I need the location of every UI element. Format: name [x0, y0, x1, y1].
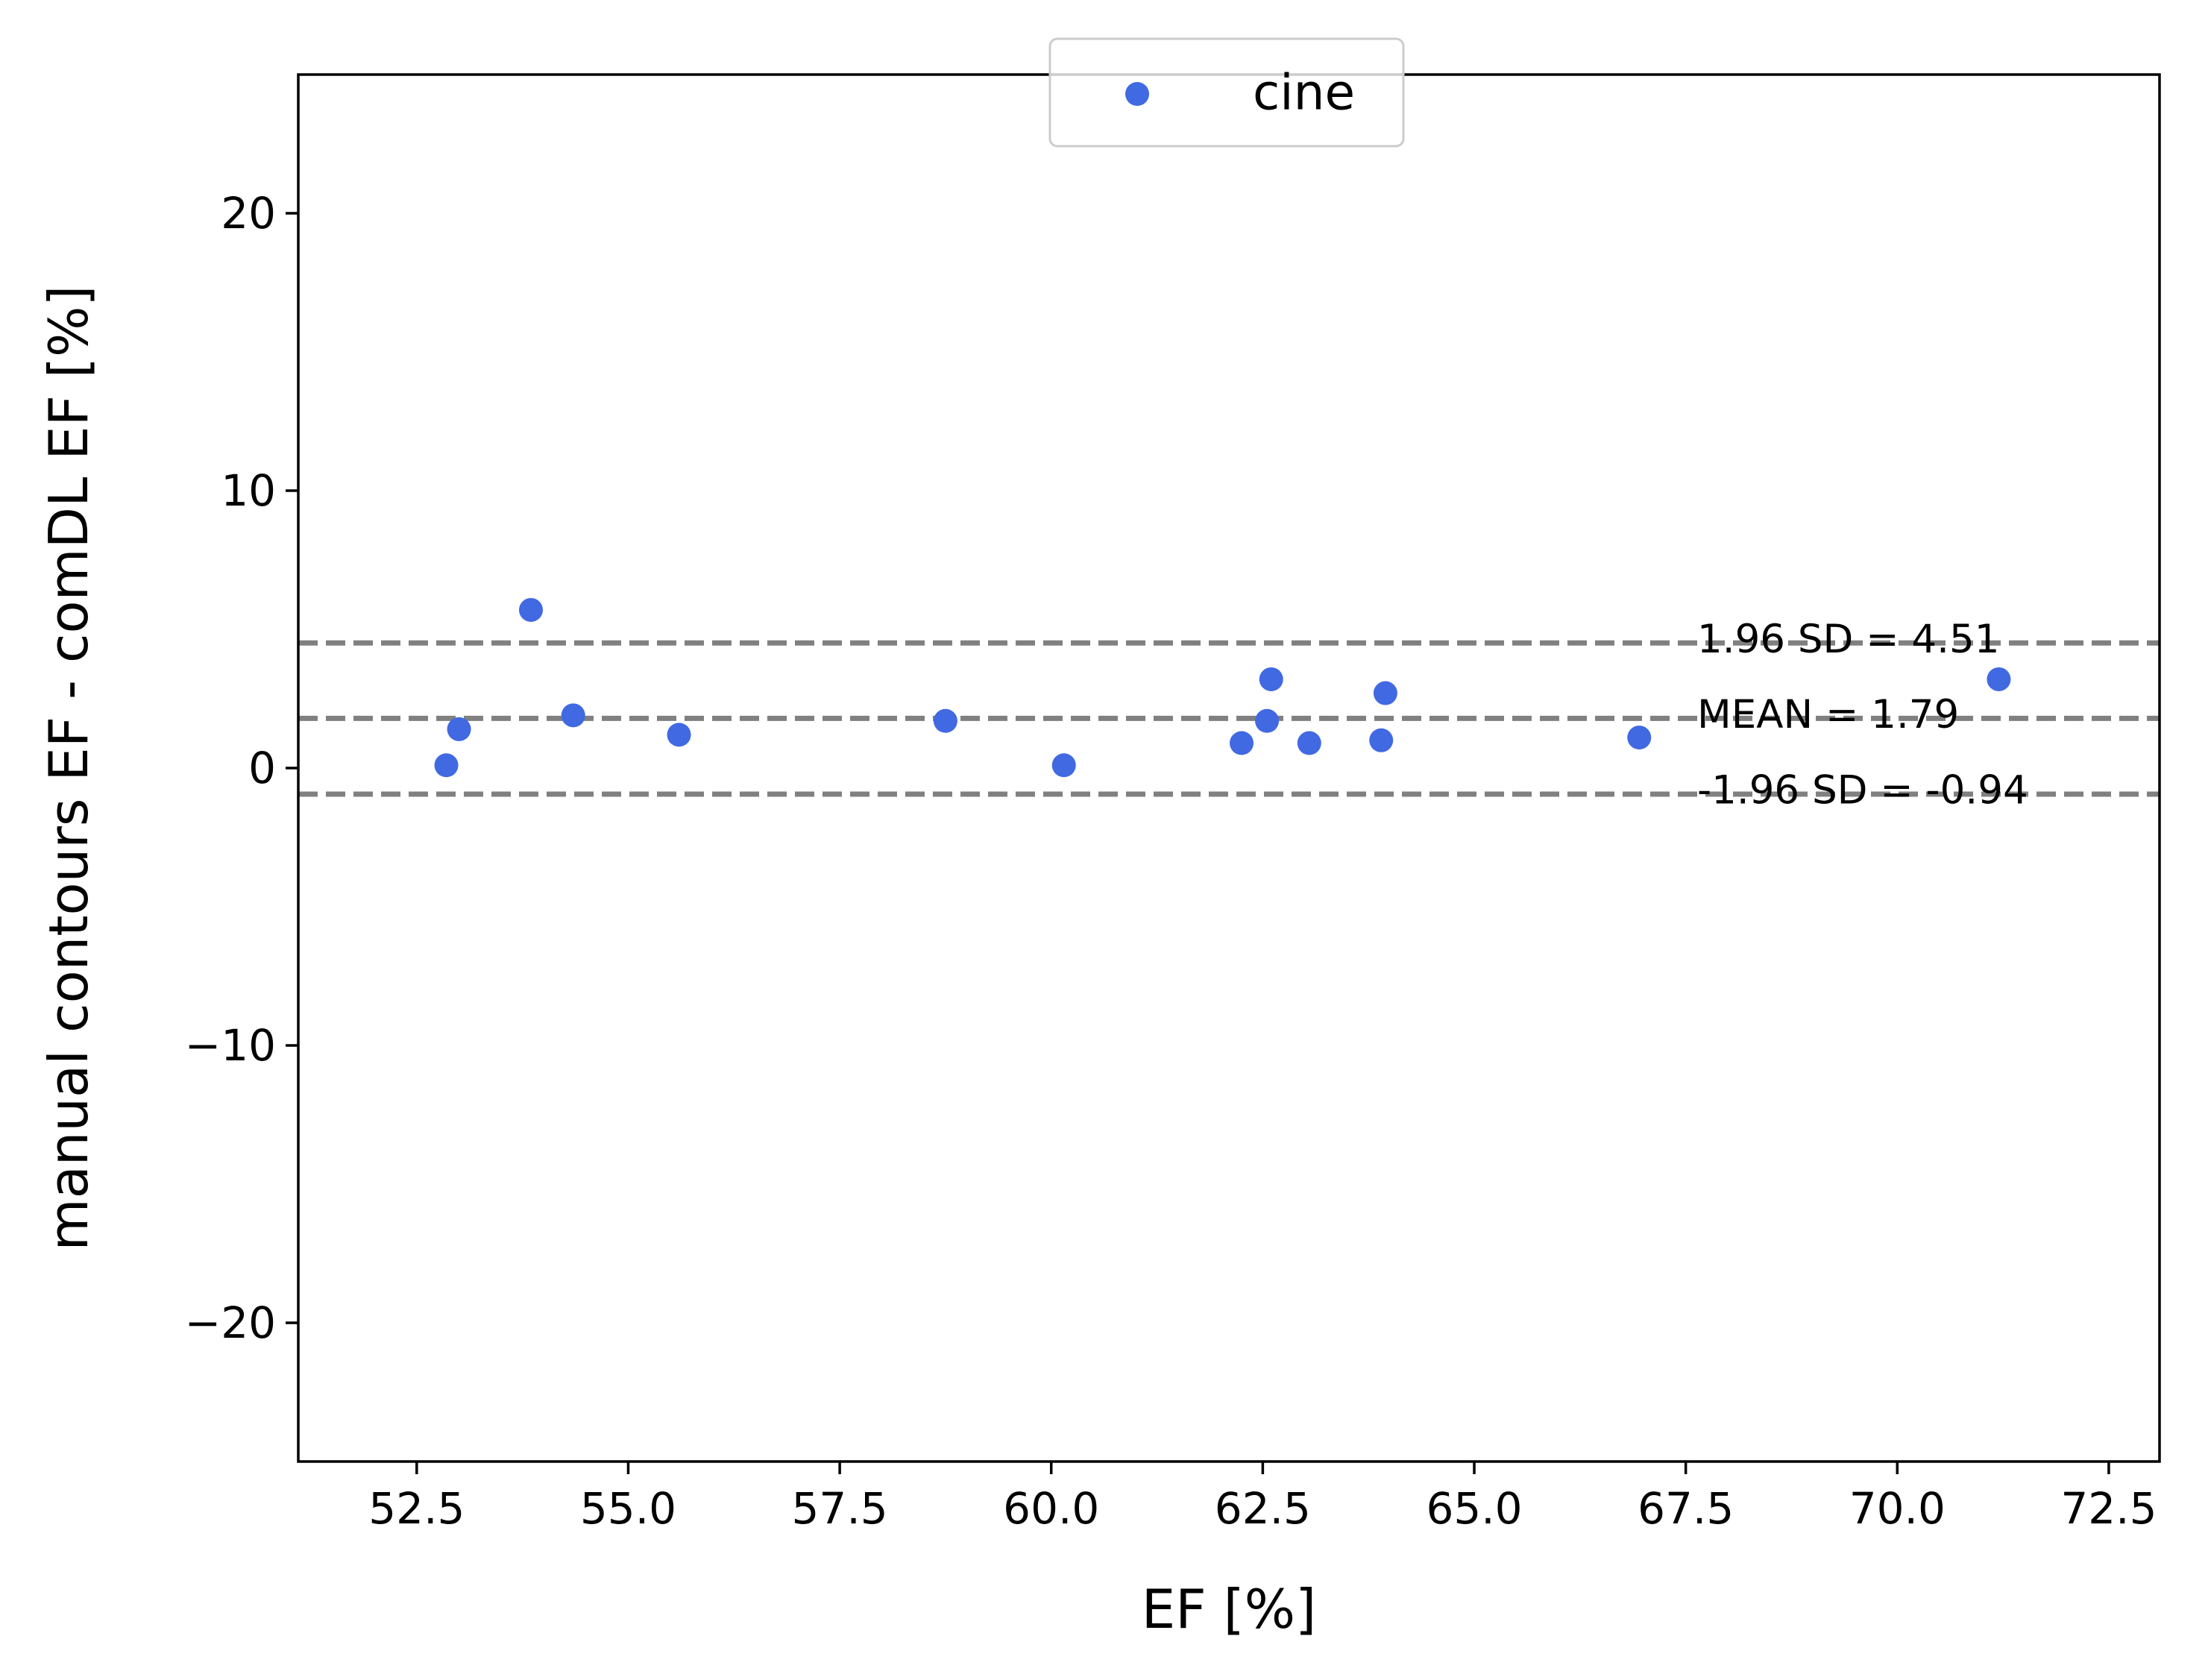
x-axis-ticks: 52.5 55.0 57.5 60.0 62.5 65.0 67.5 70.0 72.5: [368, 1462, 2157, 1534]
y-axis-ticks: 20 10 0 −10 −20: [185, 188, 298, 1348]
x-tick-label: 65.0: [1426, 1483, 1522, 1534]
x-tick-label: 60.0: [1003, 1483, 1099, 1534]
data-points: [434, 597, 2011, 778]
x-tick-label: 72.5: [2060, 1483, 2157, 1534]
reference-line-labels: 1.96 SD = 4.51 MEAN = 1.79 -1.96 SD = -0.9…: [1697, 617, 2028, 814]
legend-marker: [1125, 82, 1149, 106]
y-tick-label: 0: [248, 743, 276, 793]
x-tick-label: 70.0: [1849, 1483, 1946, 1534]
data-point: [1373, 681, 1397, 705]
data-point: [561, 703, 585, 728]
y-tick-label: 10: [221, 465, 276, 516]
data-point: [1987, 667, 2011, 691]
legend: cine: [1048, 37, 1405, 148]
data-point: [667, 723, 691, 747]
y-tick-label: 20: [221, 188, 276, 239]
data-point: [1255, 708, 1280, 733]
x-axis-label: EF [%]: [1142, 1578, 1316, 1640]
x-tick-label: 62.5: [1215, 1483, 1311, 1534]
x-tick-label: 52.5: [368, 1483, 465, 1534]
data-point: [434, 753, 459, 778]
data-point: [1051, 753, 1076, 778]
legend-entry-cine: cine: [1253, 64, 1355, 122]
x-tick-label: 67.5: [1638, 1483, 1734, 1534]
data-point: [1230, 731, 1254, 755]
y-tick-label: −10: [185, 1020, 276, 1071]
reference-line-label-1: MEAN = 1.79: [1697, 692, 1959, 737]
data-point: [447, 717, 471, 741]
reference-line-label-0: 1.96 SD = 4.51: [1697, 617, 1999, 662]
reference-lines: [298, 640, 2160, 797]
data-point: [1297, 731, 1321, 755]
data-point: [1259, 667, 1283, 691]
y-tick-label: −20: [185, 1297, 276, 1348]
data-point: [1369, 728, 1394, 752]
data-point: [519, 597, 543, 622]
data-point: [1627, 726, 1652, 750]
y-axis-label: manual contours EF - comDL EF [%]: [37, 286, 100, 1251]
x-tick-label: 57.5: [792, 1483, 888, 1534]
legend-box: [1048, 37, 1405, 148]
x-tick-label: 55.0: [580, 1483, 676, 1534]
data-point: [933, 708, 957, 733]
reference-line-label-2: -1.96 SD = -0.94: [1697, 768, 2028, 814]
